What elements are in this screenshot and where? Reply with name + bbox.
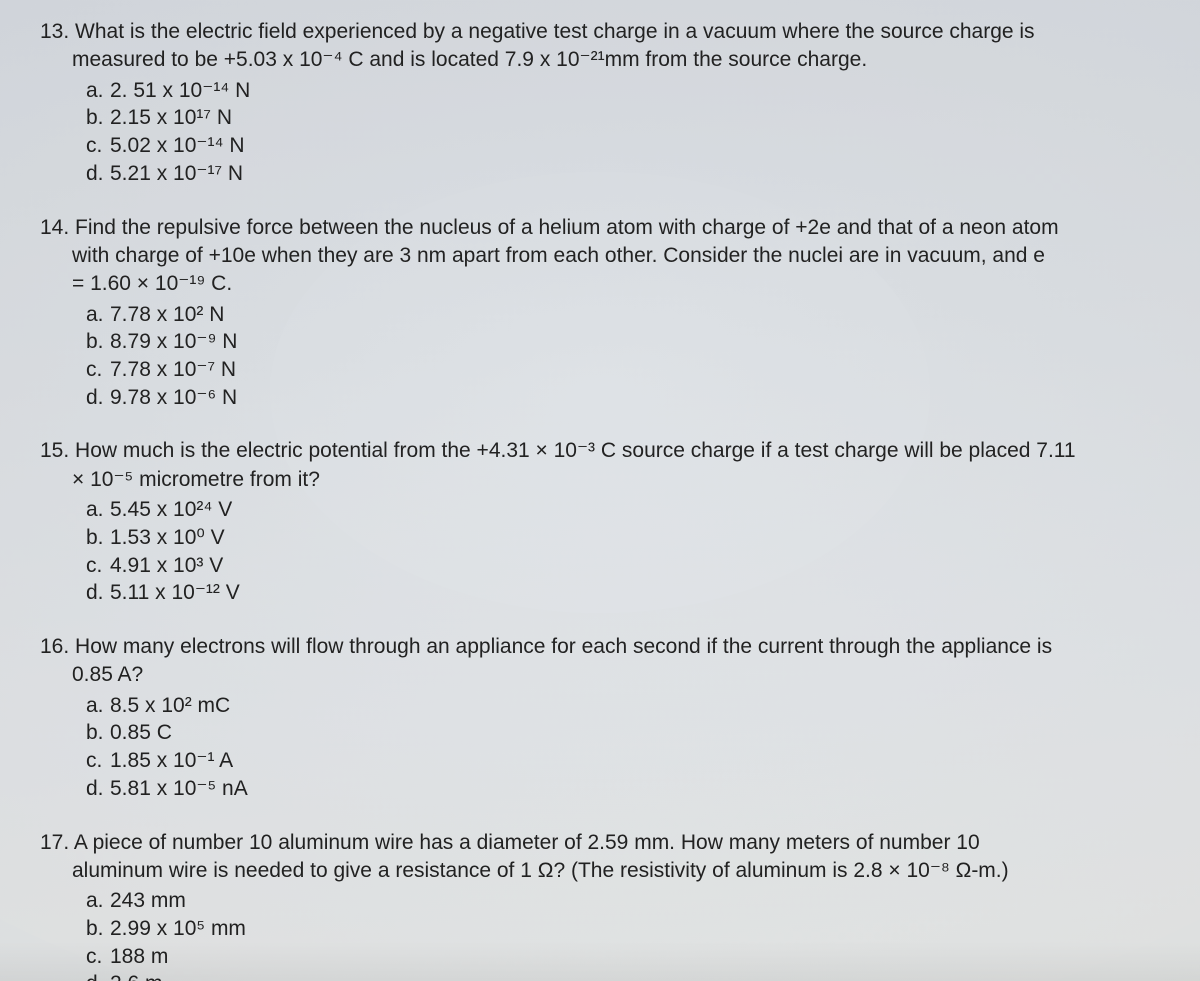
option-d: d.5.21 x 10⁻¹⁷ N [86,160,1170,188]
question-line: aluminum wire is needed to give a resist… [72,859,1009,882]
question-text: 15. How much is the electric potential f… [40,437,1170,494]
option-c: c.5.02 x 10⁻¹⁴ N [86,132,1170,160]
question-number: 13. [40,20,69,43]
options-list: a.7.78 x 10² N b.8.79 x 10⁻⁹ N c.7.78 x … [86,301,1170,412]
option-d: d.5.11 x 10⁻¹² V [86,579,1170,607]
question-14: 14. Find the repulsive force between the… [40,214,1170,412]
question-number: 15. [40,439,69,462]
question-16: 16. How many electrons will flow through… [40,633,1170,803]
option-c: c.7.78 x 10⁻⁷ N [86,356,1170,384]
question-text: 17. A piece of number 10 aluminum wire h… [40,829,1170,886]
question-17: 17. A piece of number 10 aluminum wire h… [40,829,1170,981]
question-15: 15. How much is the electric potential f… [40,437,1170,607]
option-a: a.243 mm [86,887,1170,915]
options-list: a.5.45 x 10²⁴ V b.1.53 x 10⁰ V c.4.91 x … [86,496,1170,607]
option-a: a.8.5 x 10² mC [86,692,1170,720]
option-b: b.1.53 x 10⁰ V [86,524,1170,552]
question-line: A piece of number 10 aluminum wire has a… [74,831,980,854]
question-number: 17. [40,831,69,854]
question-line: 0.85 A? [72,663,143,686]
question-13: 13. What is the electric field experienc… [40,18,1170,188]
option-b: b.0.85 C [86,719,1170,747]
option-b: b.8.79 x 10⁻⁹ N [86,328,1170,356]
page-content: 13. What is the electric field experienc… [30,10,1180,981]
question-line: = 1.60 × 10⁻¹⁹ C. [72,272,232,295]
option-c: c.1.85 x 10⁻¹ A [86,747,1170,775]
option-b: b.2.99 x 10⁵ mm [86,915,1170,943]
question-line: What is the electric field experienced b… [75,20,1035,43]
option-d: d.5.81 x 10⁻⁵ nA [86,775,1170,803]
option-d: d.2.6 m [86,970,1170,981]
option-a: a.5.45 x 10²⁴ V [86,496,1170,524]
option-a: a.7.78 x 10² N [86,301,1170,329]
question-line: measured to be +5.03 x 10⁻⁴ C and is loc… [72,48,867,71]
question-line: Find the repulsive force between the nuc… [75,216,1059,239]
question-text: 13. What is the electric field experienc… [40,18,1170,75]
question-line: × 10⁻⁵ micrometre from it? [72,468,320,491]
question-line: How many electrons will flow through an … [75,635,1052,658]
question-number: 14. [40,216,69,239]
option-c: c.4.91 x 10³ V [86,552,1170,580]
option-b: b.2.15 x 10¹⁷ N [86,104,1170,132]
options-list: a.2. 51 x 10⁻¹⁴ N b.2.15 x 10¹⁷ N c.5.02… [86,77,1170,188]
question-line: with charge of +10e when they are 3 nm a… [72,244,1045,267]
question-number: 16. [40,635,69,658]
question-text: 16. How many electrons will flow through… [40,633,1170,690]
option-c: c.188 m [86,943,1170,971]
question-line: How much is the electric potential from … [75,439,1076,462]
options-list: a.8.5 x 10² mC b.0.85 C c.1.85 x 10⁻¹ A … [86,692,1170,803]
option-a: a.2. 51 x 10⁻¹⁴ N [86,77,1170,105]
options-list: a.243 mm b.2.99 x 10⁵ mm c.188 m d.2.6 m [86,887,1170,981]
option-d: d.9.78 x 10⁻⁶ N [86,384,1170,412]
question-text: 14. Find the repulsive force between the… [40,214,1170,299]
